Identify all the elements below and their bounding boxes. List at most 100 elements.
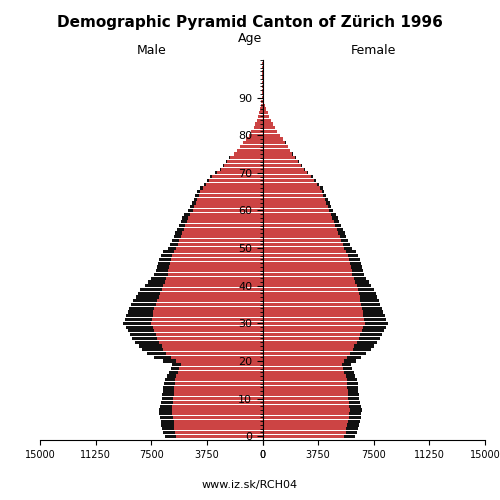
- Bar: [346, 427, 358, 430]
- Bar: [154, 310, 262, 314]
- Bar: [328, 205, 332, 208]
- Bar: [262, 118, 271, 122]
- Bar: [158, 340, 262, 344]
- Bar: [209, 179, 262, 182]
- Bar: [148, 280, 164, 283]
- Bar: [177, 228, 184, 231]
- Bar: [163, 250, 173, 254]
- Bar: [356, 284, 371, 288]
- Bar: [126, 326, 152, 328]
- Bar: [348, 390, 358, 392]
- Bar: [352, 273, 364, 276]
- Bar: [262, 152, 292, 156]
- Bar: [169, 370, 178, 374]
- Bar: [262, 262, 350, 265]
- Bar: [132, 337, 157, 340]
- Bar: [128, 330, 154, 332]
- Bar: [166, 352, 262, 355]
- Bar: [170, 356, 262, 359]
- Bar: [347, 356, 361, 359]
- Bar: [351, 266, 362, 268]
- Bar: [341, 239, 348, 242]
- Bar: [358, 288, 374, 291]
- Bar: [349, 404, 361, 407]
- Bar: [262, 292, 359, 295]
- Bar: [262, 100, 264, 103]
- Bar: [350, 352, 366, 355]
- Bar: [152, 314, 262, 318]
- Bar: [262, 337, 359, 340]
- Bar: [262, 111, 268, 114]
- Bar: [262, 367, 343, 370]
- Bar: [262, 254, 348, 257]
- Bar: [335, 224, 341, 227]
- Bar: [157, 299, 262, 302]
- Bar: [262, 269, 352, 272]
- Bar: [169, 266, 262, 268]
- Bar: [262, 434, 344, 438]
- Bar: [167, 374, 176, 378]
- Bar: [258, 115, 262, 118]
- Bar: [224, 164, 262, 167]
- Bar: [262, 194, 324, 197]
- Bar: [262, 205, 328, 208]
- Bar: [346, 431, 357, 434]
- Bar: [174, 250, 262, 254]
- Bar: [176, 374, 262, 378]
- Bar: [172, 408, 262, 412]
- Bar: [262, 360, 344, 362]
- Bar: [348, 386, 358, 389]
- Bar: [129, 306, 154, 310]
- Bar: [346, 250, 356, 254]
- Bar: [262, 284, 356, 288]
- Bar: [261, 104, 262, 106]
- Bar: [262, 186, 320, 190]
- Bar: [162, 344, 262, 348]
- Bar: [154, 306, 262, 310]
- Bar: [262, 374, 345, 378]
- Bar: [170, 243, 178, 246]
- Bar: [336, 228, 343, 231]
- Bar: [354, 344, 374, 348]
- Bar: [179, 224, 186, 227]
- Bar: [362, 310, 384, 314]
- Bar: [182, 216, 188, 220]
- Bar: [262, 412, 350, 416]
- Bar: [196, 202, 262, 204]
- Bar: [151, 276, 166, 280]
- Bar: [262, 202, 326, 204]
- Bar: [134, 299, 157, 302]
- Bar: [262, 168, 304, 170]
- Bar: [194, 198, 197, 201]
- Bar: [346, 374, 355, 378]
- Bar: [174, 390, 262, 392]
- Bar: [262, 326, 364, 328]
- Bar: [168, 273, 262, 276]
- Bar: [164, 280, 262, 283]
- Bar: [192, 202, 196, 204]
- Bar: [158, 262, 170, 265]
- Bar: [175, 431, 262, 434]
- Bar: [260, 108, 262, 110]
- Bar: [350, 258, 360, 261]
- Bar: [196, 194, 198, 197]
- Bar: [172, 363, 181, 366]
- Bar: [147, 352, 166, 355]
- Bar: [226, 160, 227, 163]
- Bar: [362, 330, 384, 332]
- Bar: [193, 209, 262, 212]
- Bar: [362, 306, 382, 310]
- Bar: [156, 303, 262, 306]
- Bar: [161, 420, 173, 423]
- Bar: [262, 88, 263, 92]
- Bar: [159, 412, 172, 416]
- Bar: [262, 427, 346, 430]
- Bar: [262, 148, 290, 152]
- Bar: [324, 194, 326, 197]
- Bar: [174, 394, 262, 396]
- Bar: [227, 160, 262, 163]
- Bar: [262, 363, 342, 366]
- Bar: [156, 333, 262, 336]
- Bar: [262, 352, 350, 355]
- Bar: [262, 130, 278, 133]
